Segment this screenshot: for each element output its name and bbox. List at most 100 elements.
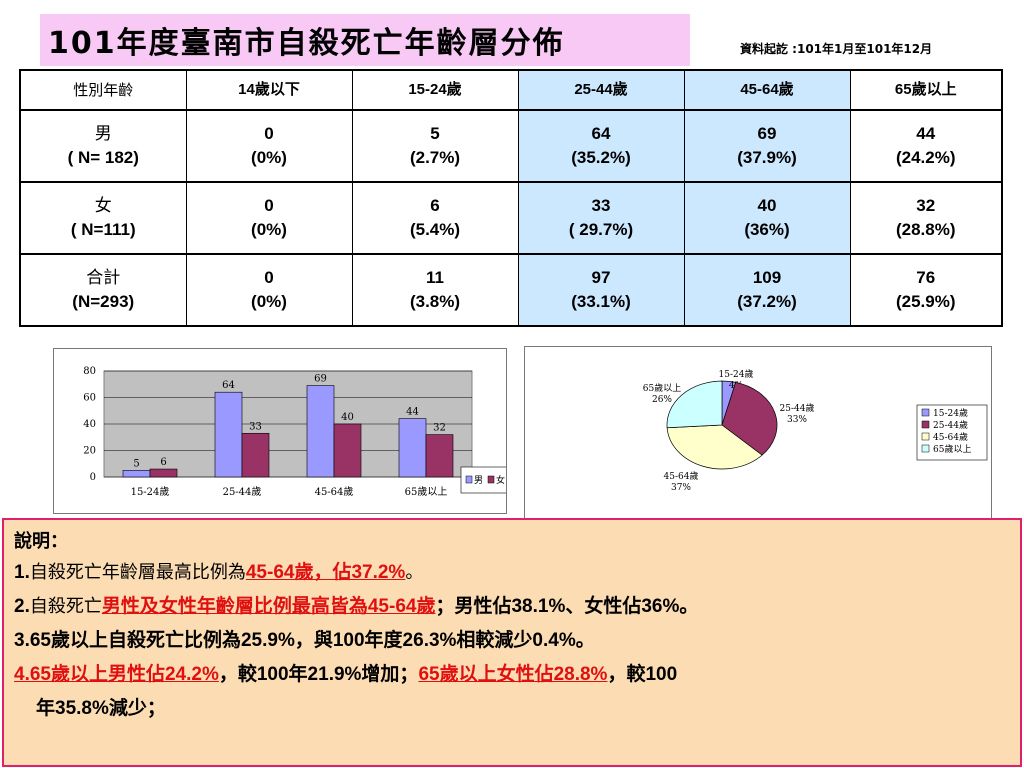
data-label: 40 <box>341 412 354 423</box>
table-cell: 76 (25.9%) <box>849 253 1003 327</box>
note-text: ，較100年21.9%增加； <box>218 664 419 685</box>
pie-slice <box>721 381 778 456</box>
table-header-cell: 65歲以上 <box>849 69 1003 111</box>
cell-count: 5 <box>430 124 440 144</box>
cell-count: 6 <box>430 196 440 216</box>
pie-chart-frame: 15-24歲4%25-44歲33%45-64歲37%65歲以上26%15-24歲… <box>524 346 992 519</box>
cell-count: 0 <box>264 196 274 216</box>
note-emphasis: 45-64歲，佔37.2% <box>245 562 406 583</box>
x-tick-label: 45-64歲 <box>315 485 354 498</box>
note-line-4: 4.65歲以上男性佔24.2%，較100年21.9%增加；65歲以上女性佔28.… <box>14 658 1010 692</box>
cell-count: 64 <box>591 124 611 144</box>
note-line-5: 年35.8%減少； <box>36 698 166 719</box>
legend-label: 65歲以上 <box>933 443 971 455</box>
note-text: 。 <box>405 562 424 583</box>
table-row: 合計 (N=293) 0 (0%) 11 (3.8%) 97 (33.1%) 109 (3… <box>19 253 1003 327</box>
cell-percent: (3.8%) <box>409 292 461 312</box>
table-header-cell: 15-24歲 <box>351 69 519 111</box>
y-tick-label: 60 <box>83 393 96 404</box>
y-tick-label: 40 <box>83 419 96 430</box>
legend-label: 15-24歲 <box>933 407 968 419</box>
data-label: 33 <box>249 421 262 432</box>
table-cell: 0 (0%) <box>185 253 353 327</box>
note-line-1: 1.自殺死亡年齡層最高比例為45-64歲，佔37.2%。 <box>14 556 1010 590</box>
bar <box>149 468 178 478</box>
bar <box>122 470 151 478</box>
row-label: 女 <box>94 196 112 217</box>
x-tick-label: 25-44歲 <box>223 485 262 498</box>
table-row: 男 ( N= 182) 0 (0%) 5 (2.7%) 64 (35.2%) 69 (37… <box>19 109 1003 183</box>
cell-percent: (35.2%) <box>571 148 631 168</box>
legend-swatch <box>465 475 473 484</box>
row-label: 男 <box>94 124 112 145</box>
legend-swatch <box>921 432 930 441</box>
note-text: ；男性佔38.1%、女性佔36%。 <box>435 596 699 617</box>
legend-swatch <box>921 408 930 417</box>
bar <box>333 423 362 478</box>
data-label: 6 <box>160 457 166 468</box>
cell-percent: (33.1%) <box>571 292 631 312</box>
cell-percent: (36%) <box>744 220 790 240</box>
slice-value: 33% <box>787 415 807 425</box>
cell-percent: ( 29.7%) <box>568 220 634 240</box>
table-cell: 109 (37.2%) <box>683 253 851 327</box>
legend-label: 男 <box>474 475 483 486</box>
table-cell: 44 (24.2%) <box>849 109 1003 183</box>
bar <box>398 418 427 478</box>
table-header-row: 性別年齡 14歲以下 15-24歲 25-44歲 45-64歲 65歲以上 <box>19 69 1003 111</box>
cell-count: 97 <box>591 268 611 288</box>
cell-count: 33 <box>591 196 611 216</box>
row-count: (N=293) <box>72 292 135 312</box>
data-label: 69 <box>314 374 327 385</box>
cell-count: 44 <box>916 124 936 144</box>
slice-label: 15-24歲 <box>719 368 754 380</box>
cell-count: 0 <box>264 124 274 144</box>
cell-count: 11 <box>426 268 444 288</box>
cell-count: 32 <box>916 196 936 216</box>
cell-percent: (2.7%) <box>409 148 461 168</box>
table-cell: 0 (0%) <box>185 109 353 183</box>
bar-chart-frame: 0 20 40 60 80 15-24歲 5 6 25-44歲 64 33 45-64歲 69 40 65歲… <box>53 348 507 514</box>
slice-label: 65歲以上 <box>643 382 681 394</box>
data-label: 44 <box>406 407 419 418</box>
bar-chart: 0 20 40 60 80 15-24歲 5 6 25-44歲 64 33 45-64歲 69 40 65歲… <box>83 366 506 498</box>
note-number: 2. <box>14 596 30 617</box>
note-emphasis: 4.65歲以上男性佔24.2% <box>14 664 219 685</box>
data-label: 32 <box>433 423 446 434</box>
legend-swatch <box>921 444 930 453</box>
data-label: 64 <box>222 380 235 391</box>
note-line-3: 3.65歲以上自殺死亡比例為25.9%，與100年度26.3%相較減少0.4%。 <box>14 630 595 651</box>
bar <box>306 385 335 478</box>
row-label-cell: 女 ( N=111) <box>19 181 187 255</box>
legend-swatch <box>921 420 930 429</box>
cell-percent: (5.4%) <box>409 220 461 240</box>
cell-count: 109 <box>752 268 782 288</box>
table-cell: 0 (0%) <box>185 181 353 255</box>
row-label-cell: 合計 (N=293) <box>19 253 187 327</box>
note-emphasis: 男性及女性年齡層比例最高皆為45-64歲 <box>101 596 436 617</box>
slice-value: 37% <box>671 483 691 493</box>
y-tick-label: 20 <box>83 446 96 457</box>
bar <box>214 391 243 478</box>
note-line-2: 2.自殺死亡男性及女性年齡層比例最高皆為45-64歲；男性佔38.1%、女性佔3… <box>14 590 1010 624</box>
note-number: 1. <box>14 562 30 583</box>
title-banner: 101年度臺南市自殺死亡年齡層分佈 <box>40 14 690 66</box>
slice-label: 25-44歲 <box>780 402 815 414</box>
slice-label: 45-64歲 <box>664 470 699 482</box>
bar-legend: 男女 <box>460 466 506 494</box>
y-tick-label: 80 <box>83 366 96 377</box>
data-label: 5 <box>133 458 139 469</box>
row-label: 合計 <box>86 268 121 289</box>
table-cell: 33 ( 29.7%) <box>517 181 685 255</box>
notes-panel: 說明： 1.自殺死亡年齡層最高比例為45-64歲，佔37.2%。 2.自殺死亡男… <box>2 518 1022 767</box>
table-header-cell: 性別年齡 <box>19 69 187 111</box>
table-header-cell: 14歲以下 <box>185 69 353 111</box>
note-emphasis: 65歲以上女性佔28.8% <box>418 664 608 685</box>
page-title: 101年度臺南市自殺死亡年齡層分佈 <box>48 26 565 61</box>
note-text: 自殺死亡年齡層最高比例為 <box>29 562 246 583</box>
table-cell: 69 (37.9%) <box>683 109 851 183</box>
table-cell: 32 (28.8%) <box>849 181 1003 255</box>
table-header-cell: 25-44歲 <box>517 69 685 111</box>
cell-percent: (28.8%) <box>895 220 956 240</box>
